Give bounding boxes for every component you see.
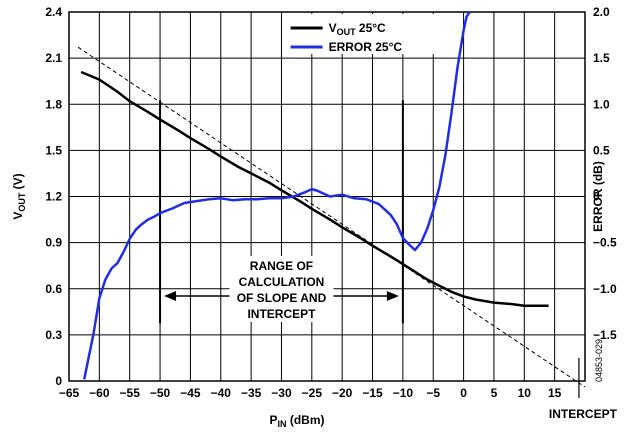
x-tick-label: −50 bbox=[150, 386, 171, 400]
y-left-tick-label: 1.5 bbox=[45, 143, 62, 157]
y-left-tick-label: 2.4 bbox=[45, 5, 62, 19]
plot-frame bbox=[68, 11, 586, 382]
y-right-tick-label: −1.5 bbox=[593, 328, 617, 342]
range-annotation-line: OF SLOPE AND bbox=[237, 291, 327, 305]
series-line-vout bbox=[80, 70, 549, 307]
x-tick-label: 0 bbox=[460, 386, 467, 400]
x-tick-label: −55 bbox=[120, 386, 141, 400]
y-right-tick-label: 1.0 bbox=[593, 97, 610, 111]
y-left-tick-label: 1.2 bbox=[45, 190, 62, 204]
range-markers bbox=[159, 100, 404, 324]
y-right-axis-title: ERROR (dB) bbox=[591, 161, 605, 232]
x-tick-label: −45 bbox=[180, 386, 201, 400]
range-annotation: RANGE OF CALCULATION OF SLOPE AND INTERC… bbox=[164, 256, 399, 322]
tick-labels: −65 −60 −55 −50 −45 −40 −35 −30 −25 −20 −15 −10 −5 0 5… bbox=[45, 5, 617, 400]
series-layer bbox=[80, 11, 549, 380]
reference-dashed-line bbox=[77, 46, 586, 388]
intercept-marker: INTERCEPT bbox=[549, 358, 618, 421]
x-tick-label: −20 bbox=[332, 386, 353, 400]
x-tick-label: 15 bbox=[548, 386, 562, 400]
x-axis-title: PIN (dBm) bbox=[269, 413, 324, 429]
x-tick-label: −65 bbox=[59, 386, 80, 400]
x-tick-label: 5 bbox=[491, 386, 498, 400]
y-right-tick-label: 0.5 bbox=[593, 143, 610, 157]
x-tick-label: −25 bbox=[302, 386, 323, 400]
y-left-tick-label: 0.3 bbox=[45, 328, 62, 342]
legend-label-error: ERROR 25°C bbox=[329, 40, 403, 54]
range-annotation-line: INTERCEPT bbox=[247, 307, 316, 321]
intercept-label: INTERCEPT bbox=[549, 407, 618, 421]
legend: VOUT 25°C ERROR 25°C bbox=[286, 14, 435, 54]
y-right-tick-label: 0 bbox=[593, 190, 600, 204]
x-tick-label: −30 bbox=[271, 386, 292, 400]
y-left-tick-label: 0 bbox=[55, 374, 62, 388]
x-tick-label: 10 bbox=[518, 386, 532, 400]
figure-id: 04853-029 bbox=[594, 339, 604, 382]
x-tick-label: −15 bbox=[362, 386, 383, 400]
y-left-axis-title: VOUT (V) bbox=[11, 173, 27, 219]
x-tick-label: −35 bbox=[241, 386, 262, 400]
x-tick-label: −40 bbox=[211, 386, 232, 400]
y-right-tick-label: −0.5 bbox=[593, 236, 617, 250]
y-left-tick-label: 1.8 bbox=[45, 97, 62, 111]
legend-label-vout: VOUT 25°C bbox=[329, 21, 386, 37]
y-right-tick-label: 1.5 bbox=[593, 51, 610, 65]
y-right-tick-label: −1.0 bbox=[593, 282, 617, 296]
range-arrowhead-right bbox=[386, 291, 399, 301]
y-left-tick-label: 0.6 bbox=[45, 282, 62, 296]
x-tick-label: −5 bbox=[426, 386, 440, 400]
range-annotation-box bbox=[229, 256, 334, 322]
range-arrowhead-left bbox=[164, 291, 177, 301]
series-line-error bbox=[82, 11, 471, 380]
range-annotation-line: CALCULATION bbox=[239, 275, 325, 289]
y-right-tick-label: 2.0 bbox=[593, 5, 610, 19]
y-left-tick-label: 2.1 bbox=[45, 51, 62, 65]
x-tick-label: −10 bbox=[393, 386, 414, 400]
x-tick-label: −60 bbox=[89, 386, 110, 400]
y-left-tick-label: 0.9 bbox=[45, 236, 62, 250]
range-annotation-line: RANGE OF bbox=[250, 259, 313, 273]
reference-line-layer bbox=[77, 46, 586, 388]
